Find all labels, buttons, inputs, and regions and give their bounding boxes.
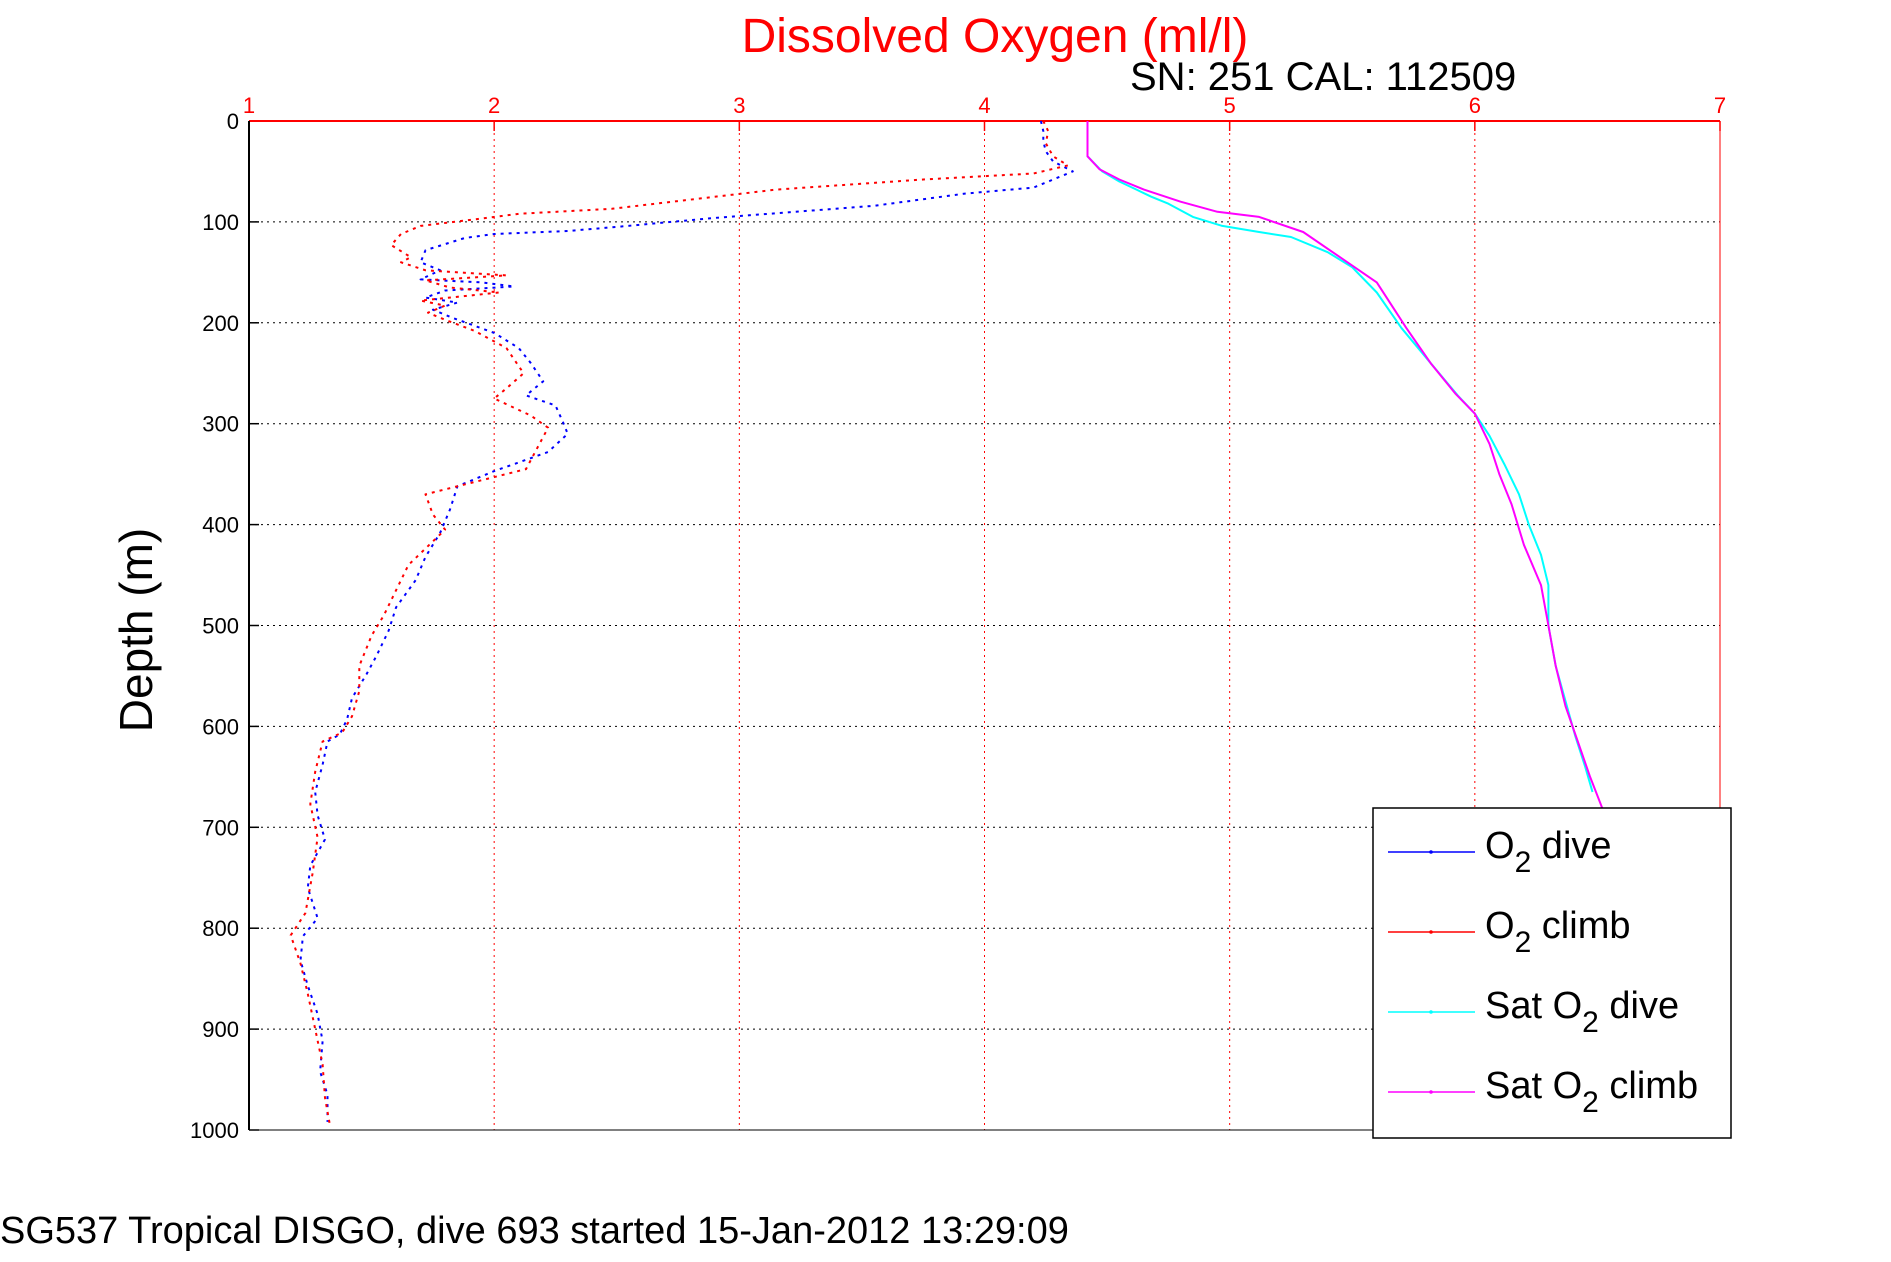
y-tick-label: 400 bbox=[202, 513, 239, 538]
x-tick-label: 4 bbox=[978, 93, 990, 118]
legend-marker-o2-dive bbox=[1429, 850, 1433, 854]
legend-label-sat-o2-climb: Sat O2 climb bbox=[1485, 1065, 1698, 1119]
x-tick-label: 2 bbox=[488, 93, 500, 118]
x-tick-label: 1 bbox=[243, 93, 255, 118]
legend-label-o2-dive: O2 dive bbox=[1485, 825, 1612, 879]
y-tick-label: 300 bbox=[202, 412, 239, 437]
legend-marker-sat-o2-dive bbox=[1429, 1010, 1433, 1014]
legend-box bbox=[1372, 807, 1732, 1139]
series-line-o2-climb bbox=[289, 120, 1069, 1126]
y-tick-label: 900 bbox=[202, 1017, 239, 1042]
axes: 1 2 3 4 5 6 7 0 100 200 300 400 500 600 700 800 900 1000 bbox=[190, 93, 1726, 1143]
series-line-o2-dive bbox=[299, 120, 1074, 1122]
legend-label-sat-o2-dive: Sat O2 dive bbox=[1485, 985, 1679, 1039]
legend: O2 dive O2 climb Sat O2 dive Sat O2 climb bbox=[1372, 807, 1732, 1139]
y-tick-label: 0 bbox=[227, 109, 239, 134]
y-tick-label: 800 bbox=[202, 916, 239, 941]
y-tick-label: 1000 bbox=[190, 1118, 239, 1143]
legend-label-o2-climb: O2 climb bbox=[1485, 905, 1630, 959]
y-tick-label: 700 bbox=[202, 815, 239, 840]
y-tick-label: 200 bbox=[202, 311, 239, 336]
x-tick-label: 7 bbox=[1714, 93, 1726, 118]
x-tick-label: 6 bbox=[1469, 93, 1481, 118]
y-axis-label: Depth (m) bbox=[110, 528, 162, 732]
y-tick-label: 100 bbox=[202, 210, 239, 235]
x-tick-label: 3 bbox=[733, 93, 745, 118]
chart-subtitle: SN: 251 CAL: 112509 bbox=[1130, 55, 1516, 99]
legend-marker-o2-climb bbox=[1429, 930, 1433, 934]
legend-marker-sat-o2-climb bbox=[1429, 1090, 1433, 1094]
chart-title: Dissolved Oxygen (ml/l) bbox=[742, 10, 1249, 63]
x-tick-label: 5 bbox=[1224, 93, 1236, 118]
y-tick-label: 500 bbox=[202, 614, 239, 639]
footer-caption: SG537 Tropical DISGO, dive 693 started 1… bbox=[0, 1210, 1069, 1252]
y-tick-label: 600 bbox=[202, 714, 239, 739]
